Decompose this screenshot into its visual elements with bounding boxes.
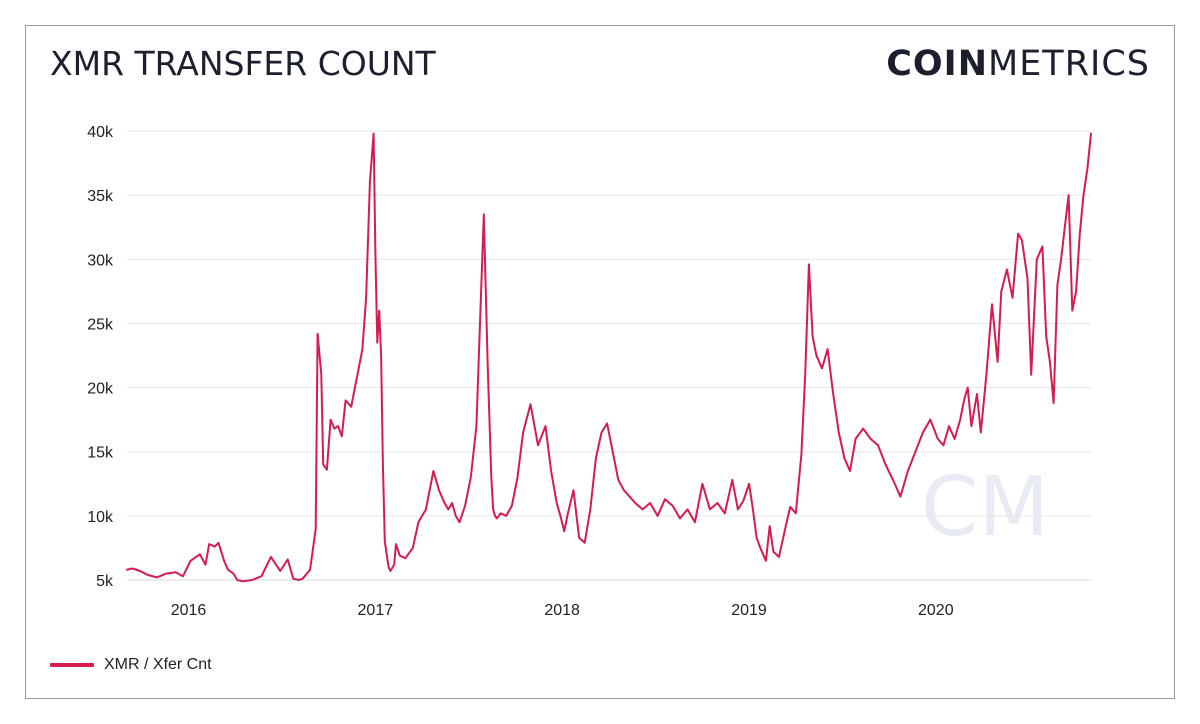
brand-logo-bold: COIN <box>886 44 988 84</box>
y-tick-label: 10k <box>87 509 114 526</box>
y-tick-label: 5k <box>96 573 114 590</box>
x-tick-label: 2016 <box>171 602 207 619</box>
legend-label: XMR / Xfer Cnt <box>104 656 212 673</box>
x-tick-label: 2019 <box>731 602 767 619</box>
y-tick-label: 15k <box>87 445 114 462</box>
legend-swatch <box>50 663 94 667</box>
y-tick-label: 40k <box>87 124 114 141</box>
series-line-xfer-cnt <box>126 132 1092 583</box>
y-tick-label: 35k <box>87 188 114 205</box>
x-tick-label: 2020 <box>918 602 954 619</box>
chart-frame <box>25 25 1175 699</box>
brand-logo-light: METRICS <box>988 44 1150 84</box>
y-tick-label: 20k <box>87 381 114 398</box>
x-axis-ticks: 2016 2017 2018 2019 2020 <box>171 602 954 619</box>
x-tick-label: 2017 <box>358 602 394 619</box>
watermark-logo: CM <box>921 460 1049 555</box>
legend[interactable]: XMR / Xfer Cnt <box>50 656 212 674</box>
brand-logo: COINMETRICS <box>886 44 1150 84</box>
x-tick-label: 2018 <box>544 602 580 619</box>
chart-title: XMR TRANSFER COUNT <box>50 44 436 83</box>
y-tick-label: 30k <box>87 252 114 269</box>
y-tick-label: 25k <box>87 316 114 333</box>
y-axis-ticks: 5k 10k 15k 20k 25k 30k 35k 40k <box>87 124 114 590</box>
gridlines <box>127 130 1091 581</box>
